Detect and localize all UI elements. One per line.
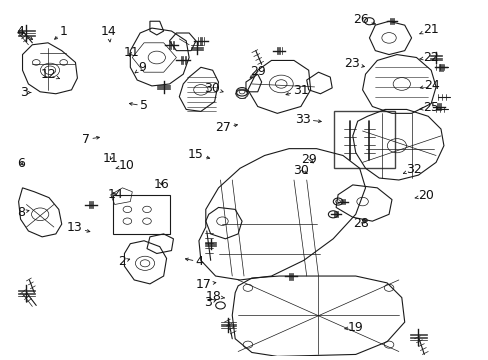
Text: 29: 29 (300, 153, 316, 166)
Text: 13: 13 (67, 221, 90, 234)
Text: 9: 9 (135, 61, 146, 74)
Text: 29: 29 (249, 65, 265, 78)
Text: 32: 32 (403, 163, 421, 176)
Text: 26: 26 (353, 13, 375, 26)
Text: 7: 7 (82, 133, 99, 146)
Text: 21: 21 (419, 23, 438, 36)
Text: 8: 8 (17, 206, 29, 219)
Text: 27: 27 (215, 121, 237, 134)
Text: 14: 14 (108, 188, 123, 201)
Text: 23: 23 (343, 57, 364, 70)
Text: 31: 31 (285, 84, 308, 96)
Text: 2: 2 (118, 255, 129, 268)
Text: 25: 25 (419, 101, 438, 114)
Text: 5: 5 (129, 99, 148, 112)
Bar (112, 195, 169, 234)
Text: 14: 14 (101, 25, 116, 42)
Text: 10: 10 (116, 159, 135, 172)
Text: 3: 3 (203, 296, 216, 309)
Text: 20: 20 (414, 189, 433, 202)
Text: 28: 28 (352, 217, 368, 230)
Text: 15: 15 (187, 148, 209, 161)
Bar (333, 111, 394, 168)
Text: 6: 6 (17, 157, 25, 170)
Text: 18: 18 (205, 290, 224, 303)
Text: 11: 11 (103, 152, 119, 165)
Text: 16: 16 (153, 178, 169, 191)
Text: 11: 11 (123, 46, 139, 59)
Text: 19: 19 (344, 321, 363, 334)
Text: 4: 4 (16, 25, 33, 40)
Text: 30: 30 (203, 82, 223, 95)
Text: 4: 4 (185, 255, 203, 268)
Text: 12: 12 (41, 68, 60, 81)
Text: 24: 24 (419, 79, 439, 92)
Text: 1: 1 (55, 25, 68, 39)
Text: 22: 22 (419, 51, 438, 64)
Text: 3: 3 (20, 86, 31, 99)
Text: 30: 30 (293, 164, 308, 177)
Text: 33: 33 (294, 113, 321, 126)
Text: 17: 17 (196, 278, 215, 291)
